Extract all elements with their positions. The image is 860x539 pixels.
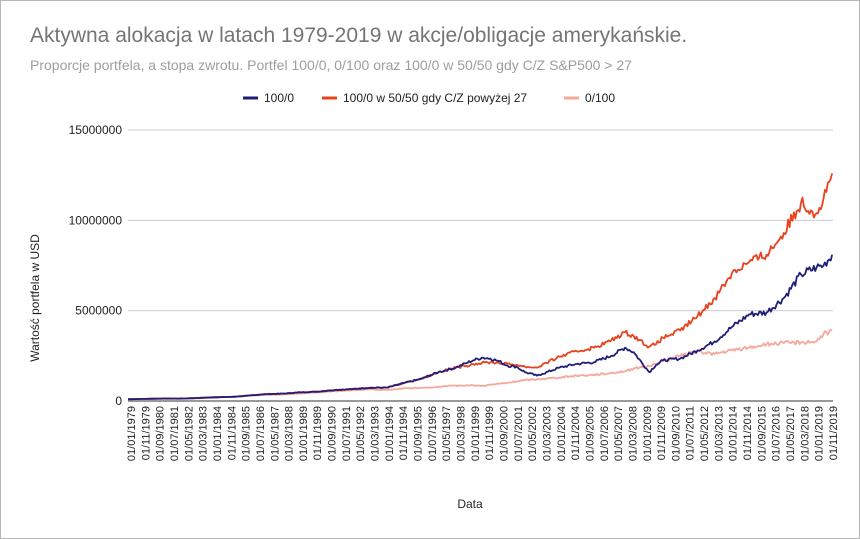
y-tick-label: 15000000 [69,123,123,137]
x-tick-label: 01/07/1991 [341,406,353,461]
x-tick-label: 01/01/2014 [728,406,740,461]
x-tick-label: 01/01/1989 [298,406,310,461]
x-tick-label: 01/11/2019 [828,406,840,460]
y-axis-label: Wartość portfela w USD [28,234,42,362]
legend-label: 0/100 [585,91,615,105]
x-tick-label: 01/03/2008 [627,406,639,461]
legend: 100/0 100/0 w 50/50 gdy C/Z powyżej 27 0/1… [243,91,615,105]
x-tick-label: 01/11/2004 [570,406,582,460]
x-tick-label: 01/05/1987 [269,406,281,461]
x-tick-label: 01/09/2015 [756,406,768,461]
y-tick-label: 10000000 [69,213,123,227]
x-tick-label: 01/09/2000 [498,406,510,461]
y-axis-ticks: 0 5000000 10000000 15000000 [69,123,123,408]
x-tick-label: 01/09/1995 [413,406,425,461]
x-tick-label: 01/09/2005 [584,406,596,461]
x-tick-label: 01/09/1990 [327,406,339,461]
x-tick-label: 01/07/2016 [771,406,783,461]
x-tick-label: 01/03/2013 [713,406,725,461]
x-tick-label: 01/09/1985 [241,406,253,461]
x-tick-label: 01/09/1980 [155,406,167,461]
x-tick-label: 01/11/1989 [312,406,324,460]
x-tick-label: 01/05/2002 [527,406,539,461]
legend-label: 100/0 w 50/50 gdy C/Z powyżej 27 [343,91,527,105]
series-lines [127,173,833,401]
x-tick-label: 01/09/2010 [670,406,682,461]
x-tick-label: 01/01/2004 [556,406,568,461]
x-tick-label: 01/11/1984 [226,406,238,460]
series-line-1 [128,254,833,401]
x-tick-label: 01/07/1996 [427,406,439,461]
x-tick-label: 01/03/2003 [541,406,553,461]
x-tick-label: 01/01/2009 [642,406,654,461]
x-tick-label: 01/05/2012 [699,406,711,461]
x-tick-label: 01/11/2009 [656,406,668,460]
x-tick-label: 01/05/1982 [183,406,195,461]
x-tick-label: 01/01/1979 [126,406,138,461]
gridlines [128,129,833,402]
series-line-2 [127,173,833,401]
x-tick-label: 01/07/2006 [599,406,611,461]
x-tick-label: 01/01/1994 [384,406,396,461]
x-tick-label: 01/07/1981 [169,406,181,461]
x-axis-label: Data [457,497,483,511]
x-tick-label: 01/03/1993 [370,406,382,461]
chart-subtitle: Proporcje portfela, a stopa zwrotu. Port… [30,57,632,73]
x-tick-label: 01/11/2014 [742,406,754,460]
x-tick-label: 01/07/2011 [685,406,697,460]
x-tick-label: 01/07/1986 [255,406,267,461]
x-tick-label: 01/05/2007 [613,406,625,461]
y-tick-label: 5000000 [75,304,122,318]
x-tick-label: 01/01/1999 [470,406,482,461]
x-tick-label: 01/07/2001 [513,406,525,461]
x-tick-label: 01/03/1983 [198,406,210,461]
x-tick-label: 01/05/2017 [785,406,797,461]
x-tick-label: 01/03/1988 [284,406,296,461]
x-tick-label: 01/03/1998 [456,406,468,461]
x-tick-label: 01/11/1979 [140,406,152,460]
x-tick-label: 01/01/1984 [212,406,224,461]
x-tick-label: 01/11/1999 [484,406,496,460]
x-tick-label: 01/05/1992 [355,406,367,461]
y-tick-label: 0 [115,394,122,408]
x-tick-label: 01/01/2019 [814,406,826,461]
x-tick-label: 01/11/1994 [398,406,410,460]
x-tick-label: 01/05/1997 [441,406,453,461]
x-axis-ticks: 01/01/1979 01/11/1979 01/09/1980 01/07/1981… [126,406,840,461]
x-tick-label: 01/03/2018 [799,406,811,461]
chart-title: Aktywna alokacja w latach 1979-2019 w ak… [30,24,688,47]
legend-label: 100/0 [264,91,294,105]
